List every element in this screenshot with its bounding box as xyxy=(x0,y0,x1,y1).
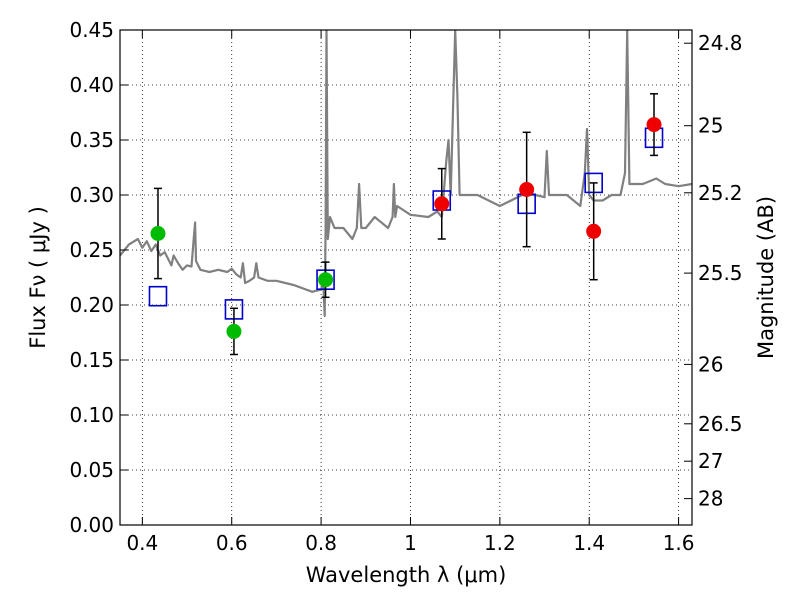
y-tick-label: 0.00 xyxy=(69,513,114,537)
x-tick-label: 1.2 xyxy=(484,531,516,555)
axis-ticks: 0.4 0.6 0.8 1 1.2 1.4 1.6 0.00 0.05 0.10 0.15 0.20 0… xyxy=(69,18,742,555)
x-tick-label: 0.4 xyxy=(126,531,158,555)
x-tick-label: 1.6 xyxy=(663,531,695,555)
x-tick-label: 1.4 xyxy=(573,531,605,555)
y2-tick-label: 25 xyxy=(698,114,723,138)
grid-lines xyxy=(120,30,692,525)
y-tick-label: 0.35 xyxy=(69,128,114,152)
y-axis-title: Flux Fν ( μJy ) xyxy=(26,206,50,349)
x-tick-label: 1 xyxy=(404,531,417,555)
y-tick-label: 0.10 xyxy=(69,403,114,427)
data-point-marker xyxy=(586,223,602,239)
data-point-marker xyxy=(226,323,242,339)
y2-tick-label: 25.2 xyxy=(698,181,743,205)
y-tick-label: 0.25 xyxy=(69,238,114,262)
y2-tick-label: 28 xyxy=(698,487,723,511)
y2-tick-label: 26 xyxy=(698,352,723,376)
data-point-marker xyxy=(519,182,535,197)
data-point-marker xyxy=(646,117,662,133)
y2-tick-label: 26.5 xyxy=(698,412,743,436)
y-tick-label: 0.40 xyxy=(69,73,114,97)
plot-content xyxy=(120,30,692,356)
y2-axis-title: Magnitude (AB) xyxy=(754,196,778,359)
y2-tick-label: 24.8 xyxy=(698,31,743,55)
y2-tick-label: 27 xyxy=(698,449,723,473)
x-tick-label: 0.8 xyxy=(305,531,337,555)
model-square-marker xyxy=(148,285,168,307)
y2-tick-label: 25.5 xyxy=(698,261,743,285)
x-tick-label: 0.6 xyxy=(216,531,248,555)
data-point-marker xyxy=(434,196,450,212)
y-tick-label: 0.05 xyxy=(69,458,114,482)
y-tick-label: 0.30 xyxy=(69,183,114,207)
y-tick-label: 0.45 xyxy=(69,18,114,42)
spectrum-line xyxy=(120,30,692,318)
y-tick-label: 0.20 xyxy=(69,293,114,317)
y-tick-label: 0.15 xyxy=(69,348,114,372)
data-point-marker xyxy=(318,272,334,288)
x-axis-title: Wavelength λ (μm) xyxy=(306,563,507,587)
data-point-marker xyxy=(150,226,166,241)
plot-frame xyxy=(119,29,693,526)
